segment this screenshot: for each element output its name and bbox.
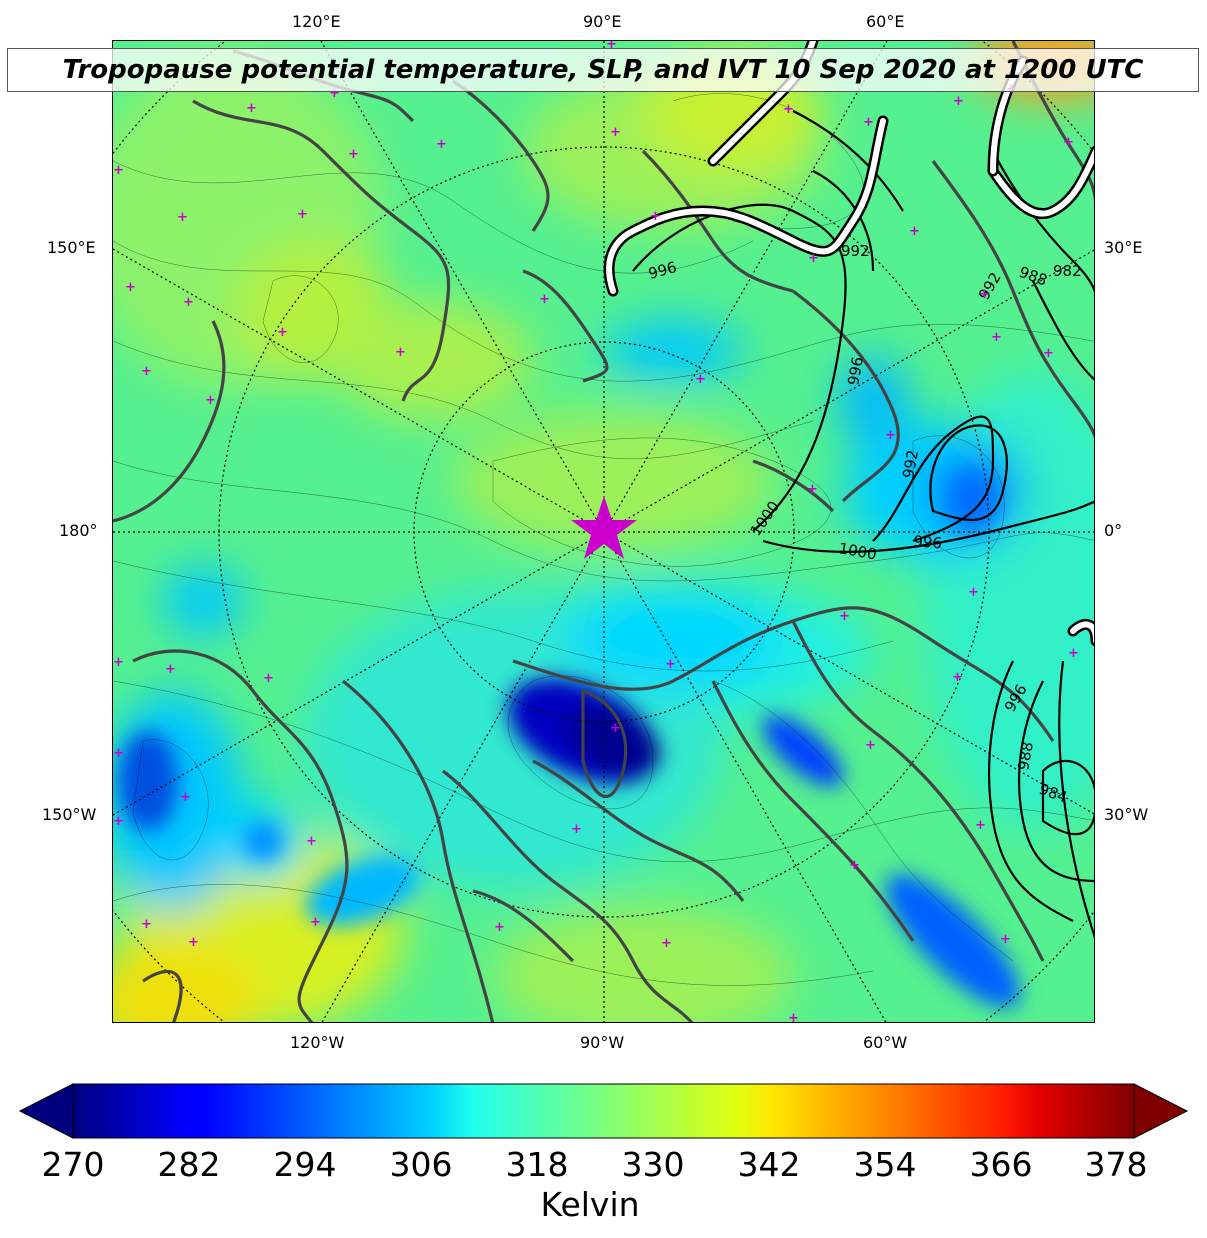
colorbar-tick: 306 (389, 1145, 453, 1184)
station-marker: + (807, 482, 818, 497)
slp-label: 996 (844, 355, 867, 386)
slp-label: 988 (1014, 740, 1037, 771)
station-marker: + (571, 822, 582, 837)
station-marker: + (113, 746, 124, 761)
slp-label: 992 (899, 448, 922, 479)
lon-label-left: 150°W (42, 805, 97, 824)
station-marker: + (141, 364, 152, 379)
station-marker: + (395, 345, 406, 360)
station-marker: + (310, 915, 321, 930)
station-marker: + (113, 814, 124, 829)
station-marker: + (665, 657, 676, 672)
ivt-contours (603, 41, 1094, 647)
colorbar-tick: 282 (157, 1145, 221, 1184)
station-marker: + (610, 721, 621, 736)
station-marker: + (1063, 135, 1074, 150)
colorbar (18, 1083, 1189, 1139)
station-marker: + (839, 609, 850, 624)
station-marker: + (436, 137, 447, 152)
theta-minima (118, 471, 1021, 1009)
colorbar-tick: 378 (1084, 1145, 1148, 1184)
lon-label-bottom: 60°W (863, 1033, 908, 1052)
station-marker: + (661, 936, 672, 951)
station-marker: + (650, 209, 661, 224)
colorbar-unit-label: Kelvin (540, 1185, 640, 1224)
station-marker: + (885, 428, 896, 443)
station-marker: + (695, 372, 706, 387)
lon-label-bottom: 90°W (580, 1033, 625, 1052)
theta-isolines (113, 93, 1094, 986)
lon-label-right: 30°W (1104, 805, 1149, 824)
station-marker: + (1000, 932, 1011, 947)
colorbar-tick: 294 (273, 1145, 337, 1184)
title-box: Tropopause potential temperature, SLP, a… (7, 48, 1199, 92)
station-marker: + (808, 251, 819, 266)
colorbar-tick: 330 (621, 1145, 685, 1184)
colorbar-extend-max (1133, 1083, 1189, 1139)
station-marker: + (113, 655, 124, 670)
colorbar-tick: 318 (505, 1145, 569, 1184)
station-marker: + (952, 670, 963, 685)
station-marker: + (165, 662, 176, 677)
station-marker: + (539, 292, 550, 307)
lon-label-bottom: 120°W (290, 1033, 345, 1052)
station-marker: + (1068, 646, 1079, 661)
station-marker: + (975, 818, 986, 833)
station-marker: + (188, 935, 199, 950)
station-marker: + (863, 115, 874, 130)
map-title: Tropopause potential temperature, SLP, a… (62, 55, 1144, 85)
lon-label-right: 30°E (1104, 238, 1143, 257)
station-marker: + (606, 41, 617, 52)
polar-stereographic-map: 996 992 988 992 982 996 992 1000 1000 99… (113, 41, 1094, 1023)
station-marker: + (246, 101, 257, 116)
colorbar-tick: 342 (737, 1145, 801, 1184)
station-marker: + (849, 858, 860, 873)
lon-label-top: 60°E (866, 12, 905, 31)
station-markers: + + + + + + + + + + + + + + + + + + + + … (113, 41, 1079, 1023)
lon-label-top: 120°E (292, 12, 341, 31)
colorbar-extend-min (18, 1083, 74, 1139)
lon-label-left: 150°E (47, 238, 96, 257)
lon-label-right: 0° (1104, 521, 1123, 540)
colorbar-tick: 366 (969, 1145, 1033, 1184)
station-marker: + (979, 287, 990, 302)
station-marker: + (1043, 346, 1054, 361)
station-marker: + (783, 102, 794, 117)
station-marker: + (141, 917, 152, 932)
north-pole-star-icon (571, 496, 637, 559)
lon-label-top: 90°E (583, 12, 622, 31)
station-marker: + (968, 585, 979, 600)
station-marker: + (494, 920, 505, 935)
station-marker: + (348, 147, 359, 162)
station-marker: + (263, 671, 274, 686)
station-marker: + (306, 834, 317, 849)
colorbar-gradient (72, 1083, 1135, 1139)
station-marker: + (125, 280, 136, 295)
station-marker: + (177, 210, 188, 225)
station-marker: + (113, 163, 124, 178)
theta-field (113, 41, 1094, 1022)
station-marker: + (297, 207, 308, 222)
station-marker: + (329, 86, 340, 101)
colorbar-tick: 270 (41, 1145, 105, 1184)
slp-label: 982 (1053, 262, 1082, 280)
station-marker: + (909, 224, 920, 239)
lon-label-left: 180° (59, 521, 98, 540)
station-marker: + (183, 295, 194, 310)
station-marker: + (180, 790, 191, 805)
slp-label: 992 (841, 242, 870, 260)
station-marker: + (277, 325, 288, 340)
coastlines (113, 41, 1094, 1022)
station-marker: + (610, 125, 621, 140)
station-marker: + (865, 738, 876, 753)
map-panel: 996 992 988 992 982 996 992 1000 1000 99… (112, 40, 1095, 1023)
slp-label: 996 (913, 532, 943, 552)
station-marker: + (788, 1011, 799, 1023)
colorbar-tick: 354 (853, 1145, 917, 1184)
station-marker: + (205, 393, 216, 408)
station-marker: + (953, 94, 964, 109)
station-marker: + (991, 330, 1002, 345)
